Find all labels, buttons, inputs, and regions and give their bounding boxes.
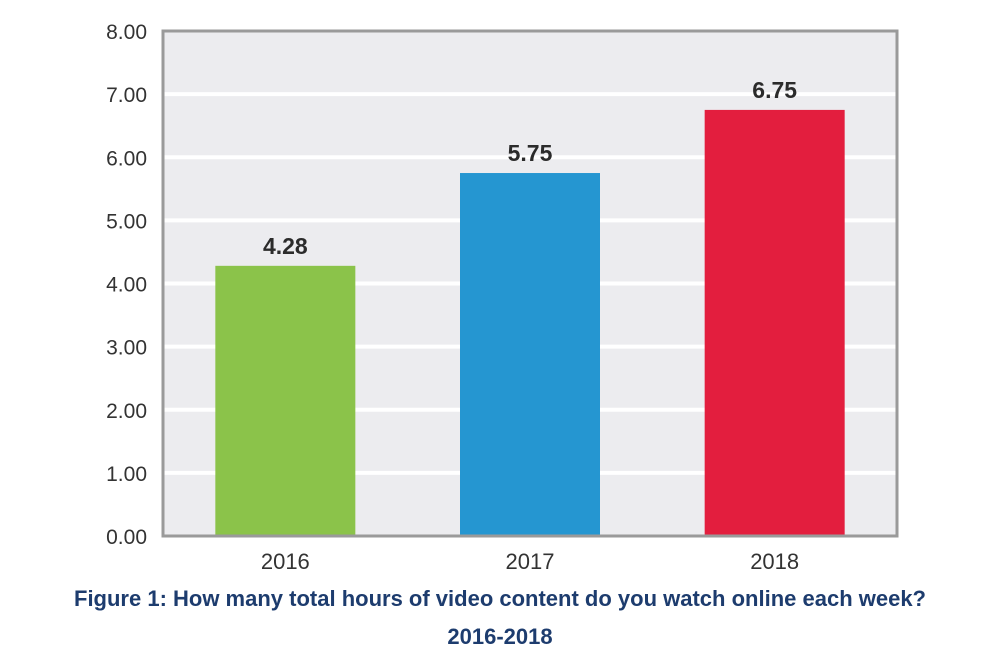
y-tick-label: 6.00 <box>106 147 147 170</box>
y-tick-label: 1.00 <box>106 463 147 486</box>
value-label-2017: 5.75 <box>508 140 553 166</box>
value-label-2016: 4.28 <box>263 233 308 259</box>
x-axis-labels: 2016 2017 2018 <box>261 549 799 574</box>
y-axis-ticks: 0.00 1.00 2.00 3.00 4.00 5.00 6.00 7.00 8.00 <box>106 21 147 549</box>
plot-frame <box>161 29 899 538</box>
y-tick-label: 8.00 <box>106 21 147 44</box>
bar-2017 <box>460 173 600 536</box>
value-label-2018: 6.75 <box>752 77 797 103</box>
y-tick-label: 7.00 <box>106 84 147 107</box>
bar-2018 <box>704 109 845 536</box>
figure-caption-years: 2016-2018 <box>447 624 553 649</box>
y-tick-label: 2.00 <box>106 400 147 423</box>
y-tick-label: 4.00 <box>106 274 147 297</box>
y-tick-label: 3.00 <box>106 337 147 360</box>
x-tick-label-2016: 2016 <box>261 549 310 574</box>
bars <box>215 109 845 536</box>
x-tick-label-2018: 2018 <box>750 549 799 574</box>
x-tick-label-2017: 2017 <box>506 549 555 574</box>
bar-2016 <box>215 265 356 536</box>
y-tick-label: 5.00 <box>106 210 147 233</box>
value-labels: 4.28 5.75 6.75 <box>263 77 797 259</box>
figure-caption: Figure 1: How many total hours of video … <box>74 586 926 611</box>
y-tick-label: 0.00 <box>106 526 147 549</box>
